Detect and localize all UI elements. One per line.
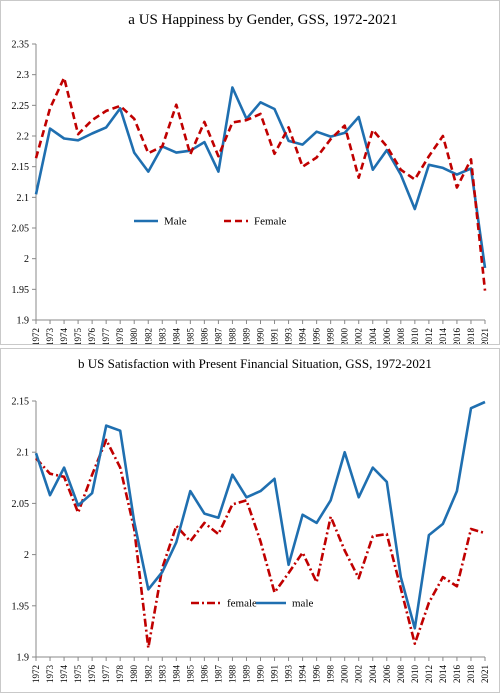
x-tick-label: 2016 xyxy=(452,665,462,684)
x-tick-label: 1987 xyxy=(213,328,223,345)
x-tick-label: 1991 xyxy=(270,665,280,683)
x-tick-label: 2014 xyxy=(438,328,448,345)
x-tick-label: 1975 xyxy=(73,328,83,345)
x-tick-label: 2018 xyxy=(466,665,476,684)
x-tick-label: 1973 xyxy=(45,665,55,684)
x-tick-label: 1991 xyxy=(270,328,280,344)
x-tick-label: 1978 xyxy=(115,665,125,684)
x-tick-label: 1975 xyxy=(73,665,83,684)
x-tick-label: 1984 xyxy=(171,328,181,345)
legend-label-male: male xyxy=(292,598,313,610)
x-tick-label: 2021 xyxy=(480,665,490,683)
x-tick-label: 1990 xyxy=(256,328,266,345)
x-tick-label: 1988 xyxy=(227,665,237,684)
x-tick-label: 2016 xyxy=(452,328,462,345)
x-tick-label: 1986 xyxy=(199,328,209,345)
x-tick-label: 1974 xyxy=(59,665,69,684)
y-tick-label: 2.2 xyxy=(17,132,30,143)
chart-panel-b: b US Satisfaction with Present Financial… xyxy=(0,348,500,693)
x-tick-label: 2006 xyxy=(382,328,392,345)
x-tick-label: 1986 xyxy=(199,665,209,684)
x-tick-label: 1976 xyxy=(87,328,97,345)
x-tick-label: 1998 xyxy=(326,328,336,345)
x-tick-label: 1980 xyxy=(129,665,139,684)
y-tick-label: 2.1 xyxy=(17,193,30,204)
x-tick-label: 1988 xyxy=(227,328,237,345)
y-tick-label: 2.3 xyxy=(17,70,30,81)
y-tick-label: 2.15 xyxy=(12,162,30,173)
x-tick-label: 2021 xyxy=(480,328,490,344)
x-tick-label: 2014 xyxy=(438,665,448,684)
financial-satisfaction-chart: b US Satisfaction with Present Financial… xyxy=(12,356,491,684)
legend-label-female: Female xyxy=(254,216,286,228)
series-line-female xyxy=(34,76,487,291)
x-tick-label: 1993 xyxy=(284,665,294,684)
happiness-chart: a US Happiness by Gender, GSS, 1972-2021… xyxy=(12,12,491,346)
x-tick-label: 2010 xyxy=(410,665,420,684)
x-tick-label: 1998 xyxy=(326,665,336,684)
x-tick-label: 1980 xyxy=(129,328,139,345)
x-tick-label: 1983 xyxy=(157,328,167,345)
x-tick-label: 1987 xyxy=(213,665,223,684)
legend-label-female: female xyxy=(227,598,257,610)
x-tick-label: 2004 xyxy=(368,665,378,684)
chart-title: a US Happiness by Gender, GSS, 1972-2021 xyxy=(128,12,397,28)
x-tick-label: 2004 xyxy=(368,328,378,345)
x-tick-label: 1994 xyxy=(298,328,308,345)
y-tick-label: 1.9 xyxy=(17,316,30,327)
x-tick-label: 2008 xyxy=(396,665,406,684)
y-tick-label: 2.05 xyxy=(12,224,30,235)
x-tick-label: 2018 xyxy=(466,328,476,345)
x-tick-label: 1974 xyxy=(59,328,69,345)
x-tick-label: 1977 xyxy=(101,665,111,684)
x-tick-label: 2012 xyxy=(424,665,434,683)
x-tick-label: 1982 xyxy=(143,665,153,683)
x-tick-label: 1982 xyxy=(143,328,153,344)
x-tick-label: 2010 xyxy=(410,328,420,345)
y-tick-label: 2 xyxy=(24,550,29,561)
chart-panel-a: a US Happiness by Gender, GSS, 1972-2021… xyxy=(0,0,500,346)
x-tick-label: 1996 xyxy=(312,328,322,345)
series-line-female xyxy=(35,438,486,650)
x-tick-label: 1990 xyxy=(256,665,266,684)
x-tick-label: 2000 xyxy=(340,328,350,345)
y-tick-label: 2 xyxy=(24,254,29,265)
x-tick-label: 2012 xyxy=(424,328,434,344)
x-tick-label: 1989 xyxy=(241,665,251,684)
y-tick-label: 2.15 xyxy=(12,397,30,408)
x-tick-label: 1994 xyxy=(298,665,308,684)
x-tick-label: 1976 xyxy=(87,665,97,684)
y-tick-label: 2.35 xyxy=(12,40,30,51)
x-tick-label: 1984 xyxy=(171,665,181,684)
x-tick-label: 1996 xyxy=(312,665,322,684)
x-tick-label: 1985 xyxy=(185,328,195,345)
x-tick-label: 1993 xyxy=(284,328,294,345)
series-line-male xyxy=(34,86,487,269)
x-tick-label: 2002 xyxy=(354,665,364,683)
series-line-male xyxy=(34,400,486,630)
y-tick-label: 1.95 xyxy=(12,601,30,612)
x-tick-label: 1985 xyxy=(185,665,195,684)
x-tick-label: 1973 xyxy=(45,328,55,345)
y-tick-label: 2.1 xyxy=(17,448,30,459)
x-tick-label: 1972 xyxy=(31,665,41,683)
x-tick-label: 1972 xyxy=(31,328,41,344)
x-tick-label: 1977 xyxy=(101,328,111,345)
y-tick-label: 2.25 xyxy=(12,101,30,112)
legend-label-male: Male xyxy=(164,216,187,228)
x-tick-label: 1989 xyxy=(241,328,251,345)
x-tick-label: 2002 xyxy=(354,328,364,344)
y-tick-label: 2.05 xyxy=(12,499,30,510)
y-tick-label: 1.95 xyxy=(12,285,30,296)
x-tick-label: 1978 xyxy=(115,328,125,345)
x-tick-label: 2000 xyxy=(340,665,350,684)
y-tick-label: 1.9 xyxy=(17,653,30,664)
x-tick-label: 2006 xyxy=(382,665,392,684)
x-tick-label: 2008 xyxy=(396,328,406,345)
x-tick-label: 1983 xyxy=(157,665,167,684)
chart-title: b US Satisfaction with Present Financial… xyxy=(78,356,432,371)
